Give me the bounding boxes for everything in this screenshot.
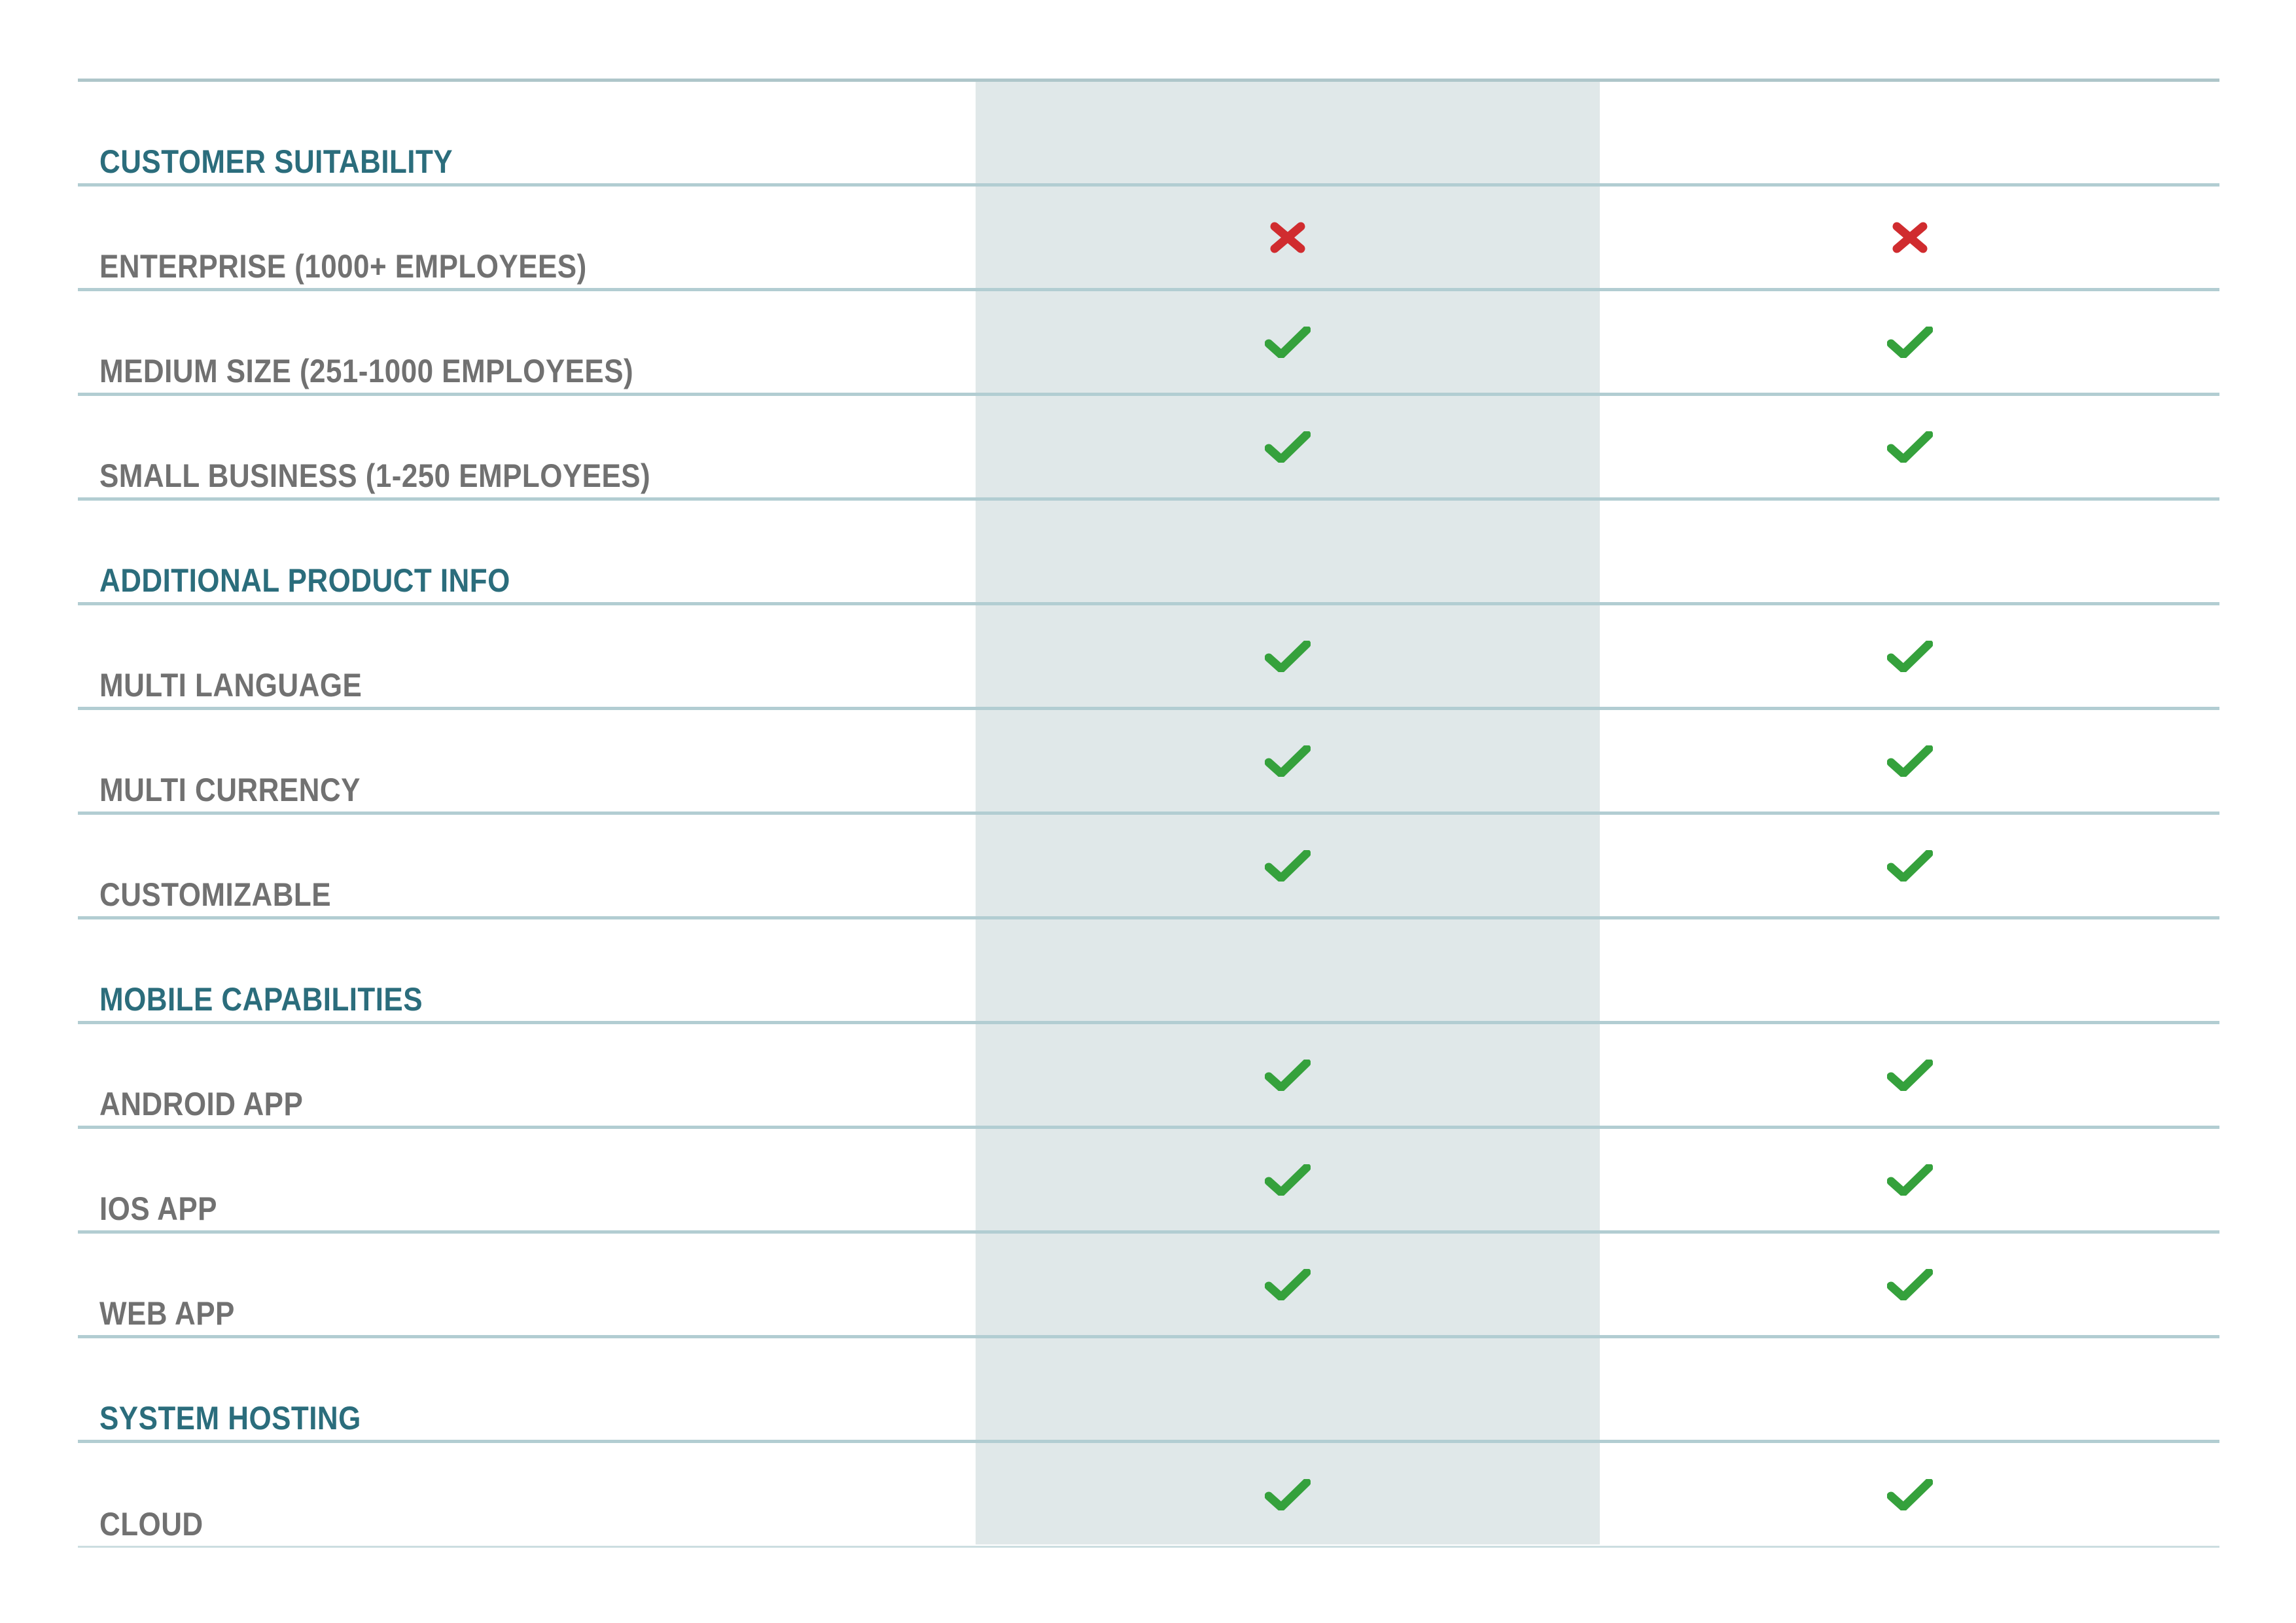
feature-row-cloud: CLOUD [78, 1443, 2219, 1548]
column-1-cell [976, 1234, 1600, 1335]
section-row-additional-product-info: ADDITIONAL PRODUCT INFO [78, 501, 2219, 605]
feature-label: WEB APP [99, 1295, 235, 1332]
column-1-cell [976, 1129, 1600, 1230]
check-icon [1886, 1059, 1933, 1091]
column-2-cell [1600, 291, 2219, 393]
check-icon [1886, 1478, 1933, 1510]
column-2-cell [1600, 815, 2219, 916]
check-icon [1265, 745, 1311, 777]
feature-row-android-app: ANDROID APP [78, 1024, 2219, 1129]
feature-label: MULTI CURRENCY [99, 772, 361, 808]
column-2-cell [1600, 605, 2219, 707]
column-2-cell [1600, 1024, 2219, 1126]
feature-row-web-app: WEB APP [78, 1234, 2219, 1338]
check-icon [1886, 431, 1933, 463]
feature-row-multi-currency: MULTI CURRENCY [78, 710, 2219, 815]
feature-label: MEDIUM SIZE (251-1000 EMPLOYEES) [99, 353, 634, 389]
column-1-cell [976, 605, 1600, 707]
feature-row-multi-language: MULTI LANGUAGE [78, 605, 2219, 710]
feature-row-customizable: CUSTOMIZABLE [78, 815, 2219, 919]
check-icon [1265, 431, 1311, 463]
section-title: MOBILE CAPABILITIES [99, 981, 423, 1018]
column-1-cell [976, 815, 1600, 916]
feature-label: IOS APP [99, 1190, 217, 1227]
check-icon [1265, 640, 1311, 672]
check-icon [1886, 1268, 1933, 1300]
check-icon [1886, 640, 1933, 672]
section-row-mobile-capabilities: MOBILE CAPABILITIES [78, 919, 2219, 1024]
feature-row-enterprise-1000-employees: ENTERPRISE (1000+ EMPLOYEES) [78, 187, 2219, 291]
column-2-cell [1600, 1443, 2219, 1546]
feature-label: SMALL BUSINESS (1-250 EMPLOYEES) [99, 457, 651, 494]
feature-label: CUSTOMIZABLE [99, 876, 332, 913]
check-icon [1265, 326, 1311, 358]
check-icon [1265, 1059, 1311, 1091]
comparison-table: CUSTOMER SUITABILITY ENTERPRISE (1000+ E… [78, 79, 2219, 1548]
section-title: ADDITIONAL PRODUCT INFO [99, 562, 510, 599]
cross-icon [1892, 222, 1927, 253]
check-icon [1886, 849, 1933, 882]
table-rows: CUSTOMER SUITABILITY ENTERPRISE (1000+ E… [78, 82, 2219, 1548]
column-1-cell [976, 187, 1600, 288]
column-1-cell [976, 1024, 1600, 1126]
column-1-cell [976, 396, 1600, 497]
column-1-cell [976, 710, 1600, 812]
feature-label: ANDROID APP [99, 1086, 304, 1122]
section-title: CUSTOMER SUITABILITY [99, 143, 453, 180]
section-row-system-hosting: SYSTEM HOSTING [78, 1338, 2219, 1443]
feature-label: MULTI LANGUAGE [99, 667, 362, 704]
feature-row-ios-app: IOS APP [78, 1129, 2219, 1234]
check-icon [1886, 745, 1933, 777]
column-2-cell [1600, 710, 2219, 812]
column-2-cell [1600, 187, 2219, 288]
cross-icon [1270, 222, 1305, 253]
section-title: SYSTEM HOSTING [99, 1400, 361, 1436]
check-icon [1886, 326, 1933, 358]
column-1-cell [976, 291, 1600, 393]
check-icon [1265, 1164, 1311, 1196]
feature-label: CLOUD [99, 1506, 203, 1543]
feature-row-small-business-1-250-employees: SMALL BUSINESS (1-250 EMPLOYEES) [78, 396, 2219, 501]
column-1-cell [976, 1443, 1600, 1546]
check-icon [1265, 849, 1311, 882]
feature-row-medium-size-251-1000-employees: MEDIUM SIZE (251-1000 EMPLOYEES) [78, 291, 2219, 396]
check-icon [1265, 1268, 1311, 1300]
column-2-cell [1600, 396, 2219, 497]
check-icon [1886, 1164, 1933, 1196]
column-2-cell [1600, 1234, 2219, 1335]
section-row-customer-suitability: CUSTOMER SUITABILITY [78, 82, 2219, 187]
column-2-cell [1600, 1129, 2219, 1230]
feature-label: ENTERPRISE (1000+ EMPLOYEES) [99, 248, 587, 285]
check-icon [1265, 1478, 1311, 1510]
